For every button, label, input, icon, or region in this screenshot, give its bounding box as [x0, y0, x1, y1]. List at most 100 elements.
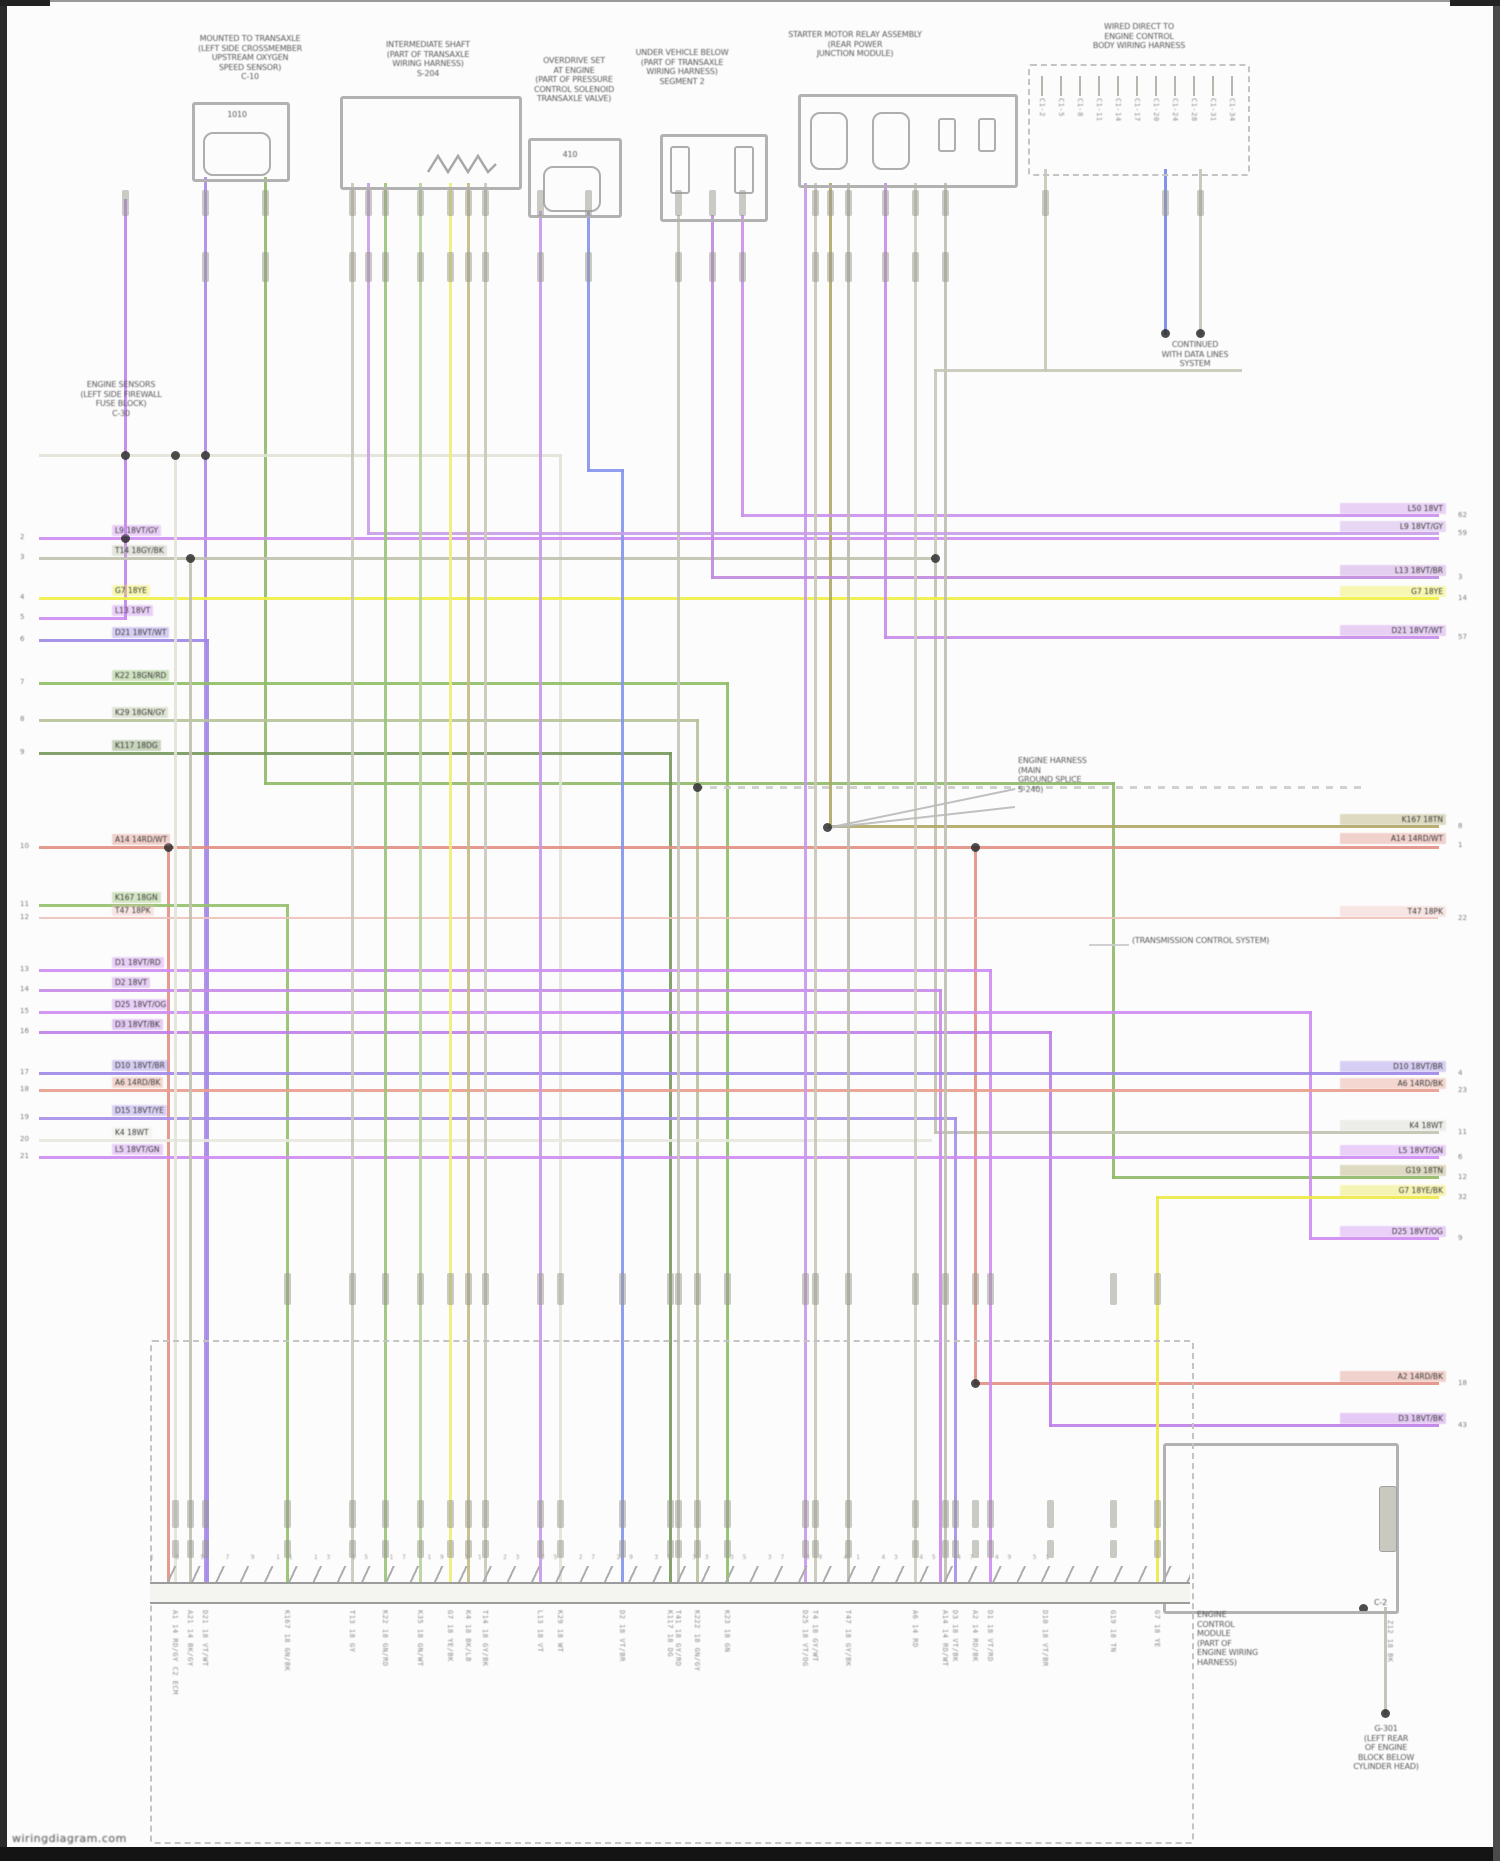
wire-bus-graygreen — [38, 718, 699, 722]
ecm-connector-bar — [1379, 1486, 1397, 1552]
comp-f-pin-stub — [1117, 76, 1119, 96]
comp-f-caption-line: ENGINE CONTROL — [1104, 31, 1174, 41]
comp-b-caption-line: S-204 — [416, 68, 440, 78]
left-pin-number: 15 — [20, 1007, 29, 1015]
rotated-wire-label: T14 18 GY/BK — [481, 1610, 489, 1667]
wire-comp-a-green — [1111, 1175, 1439, 1179]
wire-bv-1118 — [953, 1116, 957, 1584]
rotated-wire-label: A21 14 BK/GY — [186, 1610, 194, 1667]
inline-connector-tag — [416, 252, 424, 282]
junction-dot — [200, 450, 210, 460]
wire-bus-green-1 — [725, 681, 729, 1584]
wire-violet-1012 — [38, 1010, 1312, 1014]
inline-connector-tag — [481, 1273, 489, 1305]
inline-connector-tag — [201, 190, 209, 216]
right-pin-number: 59 — [1458, 529, 1467, 537]
comp-a-caption-line: MOUNTED TO TRANSAXLE — [199, 34, 301, 43]
rotated-wire-label: A1 14 RD/GY C2 ECM — [171, 1610, 179, 1695]
inline-connector-tag — [674, 1500, 682, 1528]
wire-violet-805 — [803, 182, 807, 1584]
splice-caption-line: ENGINE HARNESS — [1018, 756, 1087, 765]
comp-c-caption-line: TRANSAXLE VALVE) — [536, 94, 612, 103]
comp-f-pin-stub — [1231, 76, 1233, 96]
inline-connector-tag — [844, 252, 852, 282]
comp-b-caption-line: (PART OF TRANSAXLE — [386, 49, 470, 59]
splice-caption-line: GROUND SPLICE — [1018, 775, 1082, 784]
comp-c-box — [528, 138, 622, 218]
inline-connector-tag — [738, 190, 746, 216]
inline-connector-tag — [941, 190, 949, 216]
ground-caption-line: (LEFT REAR — [1363, 1733, 1409, 1743]
inline-connector-tag — [283, 1273, 291, 1305]
wire-comp-c-violet — [538, 210, 542, 1584]
inline-connector-tag — [556, 1500, 564, 1528]
wire-comp-b-yellow — [448, 182, 452, 1584]
rotated-wire-label: K167 18 GN/BK — [283, 1610, 291, 1672]
comp-e-box — [798, 94, 1018, 188]
ecm-caption-line: HARNESS) — [1197, 1657, 1237, 1667]
rotated-wire-label: D25 18 VT/OG — [801, 1610, 809, 1667]
wire-comp-e-gray-3 — [913, 182, 917, 1584]
right-wire-label: A6 14RD/BK — [1340, 1078, 1446, 1089]
left-wire-label: L9 18VT/GY — [112, 525, 162, 536]
wire-bus-blueviolet — [38, 638, 209, 642]
inline-connector-tag — [618, 1540, 626, 1558]
wire-comp-d-violet-2 — [710, 575, 1439, 579]
comp-d-caption: UNDER VEHICLE BELOW (PART OF TRANSAXLE WIR… — [608, 48, 756, 86]
junction-dot — [970, 1378, 980, 1388]
left-wire-label: A6 14RD/BK — [112, 1077, 164, 1088]
comp-f-pin-stub — [1174, 76, 1176, 96]
left-stub1-caption-line: ENGINE SENSORS — [86, 380, 156, 389]
right-wire-label: G7 18YE — [1340, 586, 1446, 597]
wire-ground-wire — [1383, 1606, 1387, 1715]
wire-comp-f-gray-2 — [1043, 168, 1047, 372]
watermark: wiringdiagram.com — [12, 1832, 127, 1845]
inline-connector-tag — [1109, 1273, 1117, 1305]
comp-d-caption-line: UNDER VEHICLE BELOW — [635, 48, 729, 57]
comp-f-pin-stub — [1060, 76, 1062, 96]
comp-f-pin-label: C1-20 — [1152, 98, 1160, 122]
right-wire-label: G19 18TN — [1340, 1165, 1446, 1176]
left-pin-number: 14 — [20, 985, 29, 993]
inline-connector-tag — [723, 1273, 731, 1305]
inline-connector-tag — [381, 1273, 389, 1305]
inline-connector-tag — [1161, 190, 1169, 216]
wire-comp-b-green — [383, 182, 387, 1584]
inline-connector-tag — [348, 1500, 356, 1528]
inline-connector-tag — [348, 252, 356, 282]
comp-b-caption-line: WIRING HARNESS) — [392, 59, 464, 68]
inline-connector-tag — [911, 1273, 919, 1305]
inline-connector-tag — [381, 190, 389, 216]
comp-c-caption-line: AT ENGINE — [553, 65, 595, 75]
comp-f-pin-stub — [1041, 76, 1043, 96]
wire-comp-a-green — [263, 781, 1115, 785]
inline-connector-tag — [348, 1273, 356, 1305]
ground-caption: G-301 (LEFT REAR OF ENGINE BLOCK BELOW CYLIN… — [1322, 1724, 1450, 1772]
wire-comp-f-gray-1 — [1198, 168, 1202, 335]
right-wire-label: L50 18VT — [1340, 503, 1446, 514]
inline-connector-tag — [986, 1500, 994, 1528]
inline-connector-tag — [584, 252, 592, 282]
comp-c-caption-line: CONTROL SOLENOID — [533, 84, 615, 94]
inline-connector-tag — [446, 1500, 454, 1528]
inline-connector-tag — [618, 1500, 626, 1528]
inline-connector-tag — [446, 1273, 454, 1305]
inline-connector-tag — [911, 1500, 919, 1528]
left-wire-label: D10 18VT/BR — [112, 1060, 168, 1071]
left-wire-label: K167 18GN — [112, 892, 161, 903]
frame-bottom-edge — [0, 1847, 1500, 1861]
splice-caption-line: S-240) — [1018, 784, 1044, 794]
inline-connector-tag — [844, 190, 852, 216]
wire-violet-1012 — [1308, 1010, 1312, 1240]
left-wire-label: G7 18YE — [112, 585, 150, 596]
rotated-wire-label: G7 18 YE — [1153, 1610, 1161, 1648]
ecm-caption: ENGINE CONTROL MODULE (PART OF ENGINE WIRING… — [1197, 1610, 1297, 1667]
inline-connector-tag — [201, 252, 209, 282]
wire-bus-gray — [38, 556, 937, 560]
wire-violet-990 — [38, 988, 942, 992]
wire-bus-red — [38, 845, 1439, 849]
inline-connector-tag — [481, 190, 489, 216]
comp-d-box — [660, 134, 768, 222]
wire-comp-c-blue — [586, 468, 624, 472]
rotated-wire-label: K23 18 GN — [723, 1610, 731, 1653]
